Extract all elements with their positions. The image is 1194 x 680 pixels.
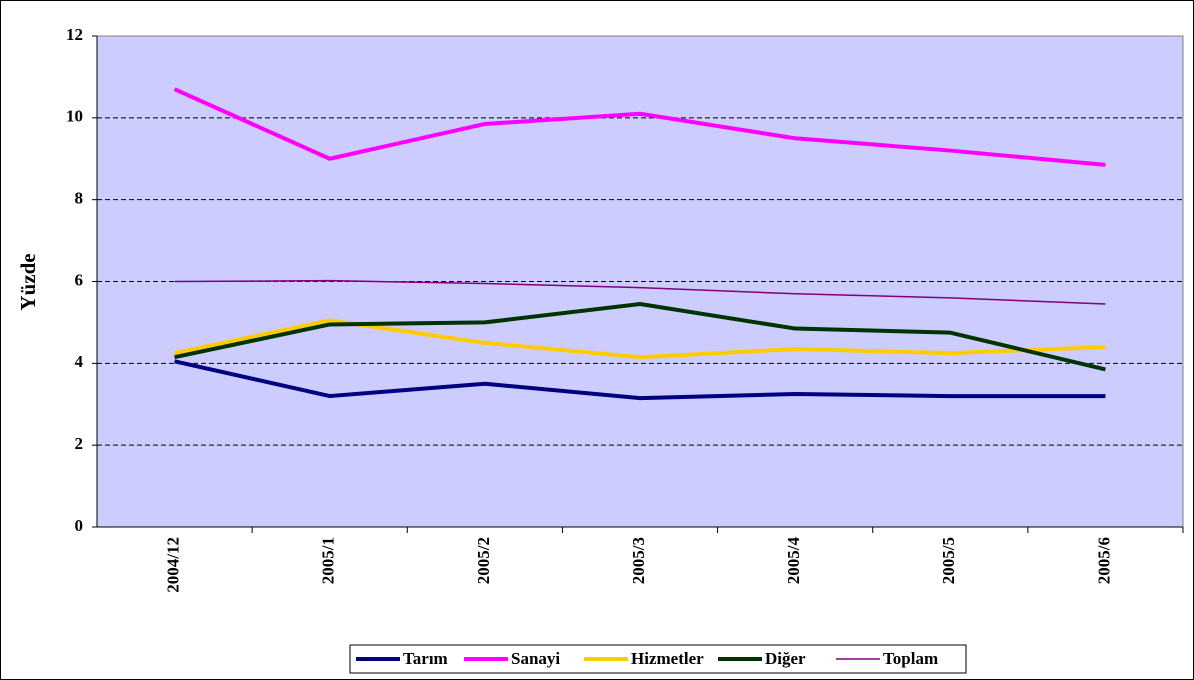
series-line — [174, 359, 1106, 401]
x-tick-label: 2004/12 — [163, 537, 182, 593]
series-line — [174, 318, 1106, 360]
legend-label: Toplam — [883, 649, 938, 668]
legend-label: Hizmetler — [631, 649, 704, 668]
y-tick-label: 0 — [75, 516, 84, 535]
y-tick-label: 6 — [75, 270, 84, 289]
legend-label: Diğer — [765, 649, 806, 668]
series-line — [174, 279, 1106, 305]
x-tick-label: 2005/5 — [939, 537, 958, 584]
x-tick-label: 2005/3 — [629, 537, 648, 584]
x-tick-label: 2005/1 — [319, 537, 338, 584]
x-tick-label: 2005/4 — [784, 537, 803, 585]
y-tick-label: 12 — [66, 25, 83, 44]
x-tick-label: 2005/6 — [1094, 537, 1113, 584]
legend-label: Sanayi — [511, 649, 560, 668]
series-line — [173, 87, 1106, 167]
y-axis-label: Yüzde — [16, 253, 40, 310]
y-tick-label: 10 — [66, 107, 83, 126]
series-line — [174, 302, 1106, 372]
y-tick-label: 4 — [75, 352, 84, 371]
y-tick-label: 2 — [75, 434, 84, 453]
y-tick-label: 8 — [75, 189, 84, 208]
x-tick-label: 2005/2 — [474, 537, 493, 584]
legend-label: Tarım — [403, 649, 448, 668]
